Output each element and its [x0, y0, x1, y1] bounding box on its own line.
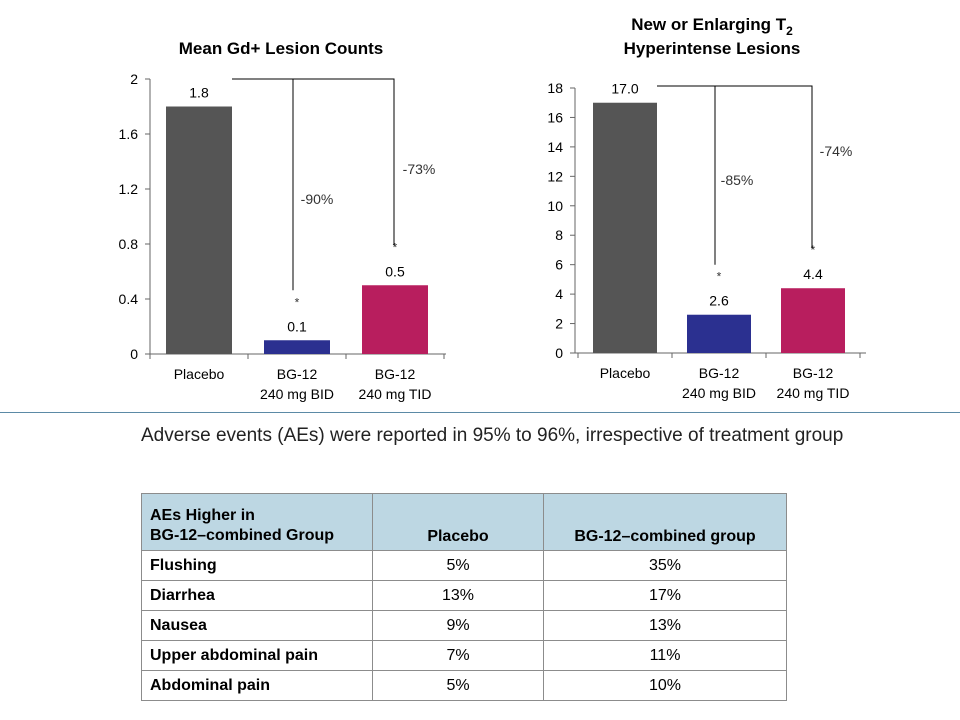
x-tick-label: BG-12 — [793, 365, 834, 381]
row-label: Diarrhea — [141, 580, 373, 611]
x-tick-label: BG-12 — [277, 366, 318, 382]
y-tick-label: 18 — [547, 80, 563, 96]
ae-table: AEs Higher in BG-12–combined Group Placeb… — [141, 493, 787, 701]
table-row: Abdominal pain 5% 10% — [141, 670, 787, 701]
bar — [687, 314, 751, 353]
header-ae-line2: BG-12–combined Group — [150, 527, 335, 544]
y-tick-label: 6 — [555, 257, 563, 273]
x-tick-label: 240 mg TID — [359, 386, 432, 402]
y-tick-label: 1.2 — [119, 181, 139, 197]
row-label: Abdominal pain — [141, 670, 373, 701]
table-row: Flushing 5% 35% — [141, 550, 787, 581]
placebo-value: 13% — [372, 580, 544, 611]
y-tick-label: 4 — [555, 286, 563, 302]
bar — [593, 102, 657, 353]
placebo-value: 5% — [372, 550, 544, 581]
x-tick-label: Placebo — [174, 366, 225, 382]
significance-marker: * — [811, 243, 816, 257]
placebo-value: 5% — [372, 670, 544, 701]
y-tick-label: 16 — [547, 109, 563, 125]
bg12-value: 13% — [543, 610, 787, 641]
bg12-value: 35% — [543, 550, 787, 581]
y-tick-label: 8 — [555, 227, 563, 243]
y-tick-label: 2 — [130, 71, 138, 87]
bar-value-label: 17.0 — [611, 81, 638, 97]
chart2-plot: 0 2 4 6 8 10 12 14 16 18 17.0 Placebo 2.6 * BG-12 240 m… — [547, 80, 866, 401]
header-bg12: BG-12–combined group — [543, 493, 787, 551]
x-tick-label: Placebo — [600, 365, 651, 381]
chart1-plot: 0 0.4 0.8 1.2 1.6 2 1.8 Placebo 0.1 * BG-12 240 mg … — [119, 71, 446, 402]
ae-summary-text: Adverse events (AEs) were reported in 95… — [141, 425, 844, 446]
y-tick-label: 10 — [547, 198, 563, 214]
reduction-label: -85% — [721, 172, 754, 188]
reduction-bracket — [657, 85, 813, 249]
bg12-value: 11% — [543, 640, 787, 671]
y-tick-label: 0.8 — [119, 236, 139, 252]
y-tick-label: 0 — [130, 346, 138, 362]
bg12-value: 10% — [543, 670, 787, 701]
bar — [781, 288, 845, 353]
y-tick-label: 0.4 — [119, 291, 139, 307]
bar — [264, 340, 330, 354]
significance-marker: * — [393, 240, 398, 254]
bar-value-label: 2.6 — [709, 293, 729, 309]
y-tick-label: 2 — [555, 316, 563, 332]
row-label: Upper abdominal pain — [141, 640, 373, 671]
table-header-row: AEs Higher in BG-12–combined Group Placeb… — [141, 493, 787, 551]
x-tick-label: BG-12 — [699, 365, 740, 381]
bar-value-label: 4.4 — [803, 266, 823, 282]
bar-value-label: 0.1 — [287, 318, 307, 334]
charts-area: Mean Gd+ Lesion Counts New or Enlarging … — [119, 15, 866, 402]
header-ae: AEs Higher in BG-12–combined Group — [141, 493, 373, 551]
reduction-label: -74% — [820, 143, 853, 159]
bar — [362, 285, 428, 354]
row-label: Flushing — [141, 550, 373, 581]
x-tick-label: BG-12 — [375, 366, 416, 382]
chart2-title-main: New or Enlarging T — [631, 15, 787, 34]
chart2-title-line1: New or Enlarging T2 — [631, 15, 793, 38]
bar — [166, 106, 232, 354]
table-row: Diarrhea 13% 17% — [141, 580, 787, 611]
chart2-title-subscript: 2 — [786, 24, 793, 38]
header-placebo: Placebo — [372, 493, 544, 551]
placebo-value: 9% — [372, 610, 544, 641]
y-tick-label: 14 — [547, 139, 563, 155]
reduction-bracket — [232, 78, 294, 291]
header-ae-line1: AEs Higher in — [150, 507, 255, 524]
y-tick-label: 12 — [547, 168, 563, 184]
chart2-title-line2: Hyperintense Lesions — [624, 39, 801, 58]
bg12-value: 17% — [543, 580, 787, 611]
reduction-label: -90% — [301, 191, 334, 207]
table-row: Upper abdominal pain 7% 11% — [141, 640, 787, 671]
significance-marker: * — [295, 295, 300, 309]
x-tick-label: 240 mg TID — [777, 385, 850, 401]
row-label: Nausea — [141, 610, 373, 641]
x-tick-label: 240 mg BID — [260, 386, 334, 402]
y-tick-label: 1.6 — [119, 126, 139, 142]
y-tick-label: 0 — [555, 345, 563, 361]
placebo-value: 7% — [372, 640, 544, 671]
reduction-bracket — [232, 78, 395, 246]
table-row: Nausea 9% 13% — [141, 610, 787, 641]
bar-value-label: 1.8 — [189, 85, 209, 101]
reduction-bracket — [657, 85, 716, 265]
significance-marker: * — [717, 270, 722, 284]
bar-value-label: 0.5 — [385, 263, 405, 279]
section-divider — [0, 412, 960, 413]
chart1-title: Mean Gd+ Lesion Counts — [179, 39, 384, 58]
reduction-label: -73% — [403, 161, 436, 177]
x-tick-label: 240 mg BID — [682, 385, 756, 401]
